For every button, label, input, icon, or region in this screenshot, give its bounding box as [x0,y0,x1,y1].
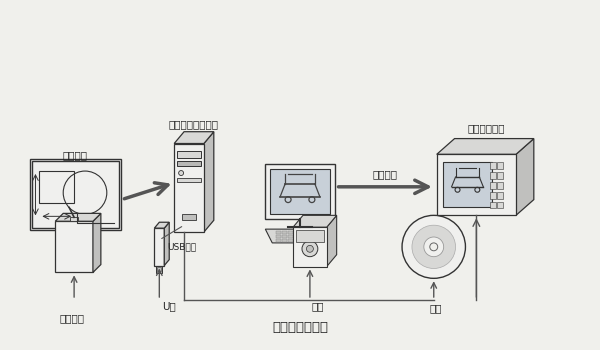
Bar [324,239,328,242]
Circle shape [412,225,455,268]
Circle shape [179,170,184,175]
Polygon shape [55,214,101,221]
Text: 软盘: 软盘 [311,301,324,311]
Bar [288,235,293,238]
Bar [70,217,78,221]
Bar [177,178,201,182]
Bar [497,182,503,189]
Bar [300,235,304,238]
Bar [497,202,503,209]
Bar [490,202,496,209]
Bar [276,235,281,238]
Circle shape [430,243,438,251]
Bar [497,172,503,179]
Bar [318,231,322,234]
Bar [265,164,335,219]
Bar [306,235,310,238]
Bar [294,231,299,234]
Bar [157,266,161,272]
Bar [296,230,324,242]
Bar [437,154,516,215]
Text: 移动硬盘: 移动硬盘 [59,313,85,323]
Bar [318,235,322,238]
Text: 光盘: 光盘 [430,303,442,313]
Bar [490,192,496,198]
Bar [324,231,328,234]
Bar [318,239,322,242]
Circle shape [307,245,313,252]
Bar [177,161,201,166]
Polygon shape [516,139,534,215]
Bar [288,239,293,242]
Polygon shape [174,132,214,144]
Bar [294,235,299,238]
Bar [282,235,287,238]
Bar [282,231,287,234]
Bar [300,239,304,242]
Polygon shape [204,132,214,232]
Bar [490,162,496,169]
Bar [288,231,293,234]
Bar [490,182,496,189]
Bar [32,161,119,228]
Text: 数字控制: 数字控制 [373,169,398,179]
Bar [497,192,503,198]
Text: U盘: U盘 [163,301,176,311]
Circle shape [402,215,466,278]
Text: 用于编程的计算机: 用于编程的计算机 [169,119,219,129]
Text: 离线计算机编程: 离线计算机编程 [272,321,328,334]
Bar [276,239,281,242]
Polygon shape [265,229,335,243]
Bar [312,235,316,238]
Bar [497,162,503,169]
Bar [306,231,310,234]
Polygon shape [154,222,169,228]
Bar [182,214,196,220]
Text: 加工控制单元: 加工控制单元 [467,123,505,133]
Bar [312,239,316,242]
Bar [282,239,287,242]
Circle shape [424,237,443,257]
Bar [293,227,327,266]
Polygon shape [437,139,534,154]
Bar [306,239,310,242]
Polygon shape [327,215,337,266]
Bar [324,235,328,238]
Bar [490,172,496,179]
Bar [300,231,304,234]
Bar [154,228,164,266]
Bar [157,266,162,273]
Polygon shape [293,215,337,227]
Bar [270,169,330,214]
Polygon shape [164,222,169,266]
Bar [443,162,492,208]
Bar [40,171,74,203]
Text: USB插口: USB插口 [167,242,196,251]
Text: 零件图纸: 零件图纸 [62,150,88,160]
Bar [276,231,281,234]
Polygon shape [93,214,101,272]
Polygon shape [55,221,93,272]
Bar [312,231,316,234]
Bar [174,144,204,232]
Bar [29,159,121,230]
Circle shape [302,241,318,257]
Bar [177,152,201,158]
Bar [294,239,299,242]
